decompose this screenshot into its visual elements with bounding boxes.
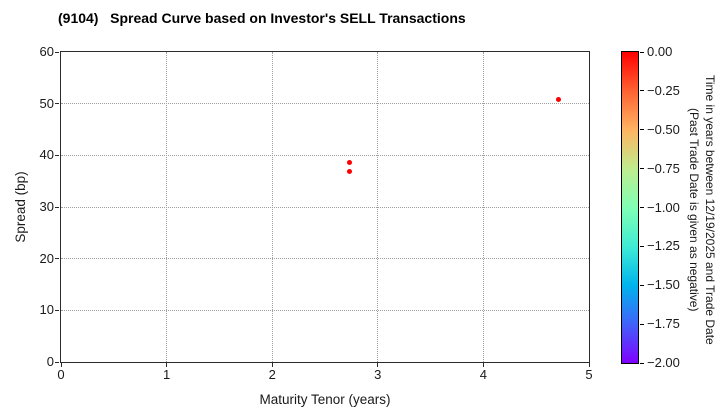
y-tick-label: 0 [46, 354, 54, 369]
x-axis-tick [60, 363, 62, 367]
colorbar-tick-label: −1.25 [647, 238, 680, 254]
x-tick-label: 4 [479, 367, 487, 382]
y-tick-label: 50 [39, 95, 54, 111]
x-tick-label: 3 [374, 367, 382, 382]
gridline-horizontal [61, 258, 589, 260]
y-tick-label: 30 [39, 199, 54, 214]
y-tick-label: 10 [39, 302, 54, 318]
colorbar-tick-label: −2.00 [647, 355, 680, 370]
colorbar-tick [640, 245, 644, 247]
colorbar-tick [640, 129, 644, 131]
y-tick-label: 20 [39, 250, 54, 266]
data-point [346, 159, 352, 165]
colorbar-label-line1: Time in years between 12/19/2025 and Tra… [703, 75, 717, 345]
y-tick-label: 40 [39, 147, 54, 163]
colorbar-axis-label: Time in years between 12/19/2025 and Tra… [684, 30, 718, 390]
colorbar-gradient [621, 51, 639, 364]
colorbar-tick-label: −1.50 [647, 277, 680, 293]
gridline-horizontal [61, 309, 589, 311]
colorbar-tick-label: −1.00 [647, 199, 680, 215]
colorbar-tick-label: −0.75 [647, 160, 680, 176]
plot-area [60, 51, 590, 363]
colorbar-tick [640, 90, 644, 92]
x-axis-tick [271, 363, 273, 367]
x-tick-label: 1 [162, 367, 171, 382]
x-tick-label: 2 [268, 367, 276, 382]
x-axis-tick [166, 363, 168, 367]
colorbar-tick [640, 323, 644, 325]
colorbar-tick-label: −0.25 [647, 82, 680, 98]
gridline-horizontal [61, 206, 589, 208]
gridline-horizontal [61, 103, 589, 105]
x-axis-tick [482, 363, 484, 367]
colorbar-tick [640, 284, 644, 286]
gridline-horizontal [61, 154, 589, 156]
data-point [555, 97, 561, 103]
colorbar-tick-label: −0.50 [647, 121, 680, 137]
x-axis-label: Maturity Tenor (years) [259, 392, 391, 407]
colorbar-tick [640, 168, 644, 170]
x-tick-label: 5 [585, 367, 593, 382]
y-tick-label: 60 [39, 44, 54, 59]
colorbar-tick [640, 207, 644, 208]
colorbar-tick-label: 0.00 [647, 44, 673, 59]
x-axis-tick [588, 363, 590, 367]
colorbar-tick [640, 51, 644, 53]
y-axis-tick [55, 51, 59, 53]
colorbar-tick-label: −1.75 [647, 316, 680, 332]
y-axis-tick [55, 258, 59, 260]
x-tick-label: 0 [57, 367, 65, 382]
y-axis-tick [55, 154, 59, 156]
data-point [346, 168, 352, 174]
y-axis-tick [55, 361, 59, 363]
y-axis-tick [55, 103, 59, 105]
colorbar-label-line2: (Past Trade Date is given as negative) [687, 108, 701, 312]
colorbar-tick [640, 362, 644, 364]
x-axis-tick [377, 363, 379, 367]
y-axis-tick [55, 206, 59, 208]
y-axis-tick [55, 309, 59, 311]
chart-title: (9104) Spread Curve based on Investor's … [58, 10, 466, 26]
